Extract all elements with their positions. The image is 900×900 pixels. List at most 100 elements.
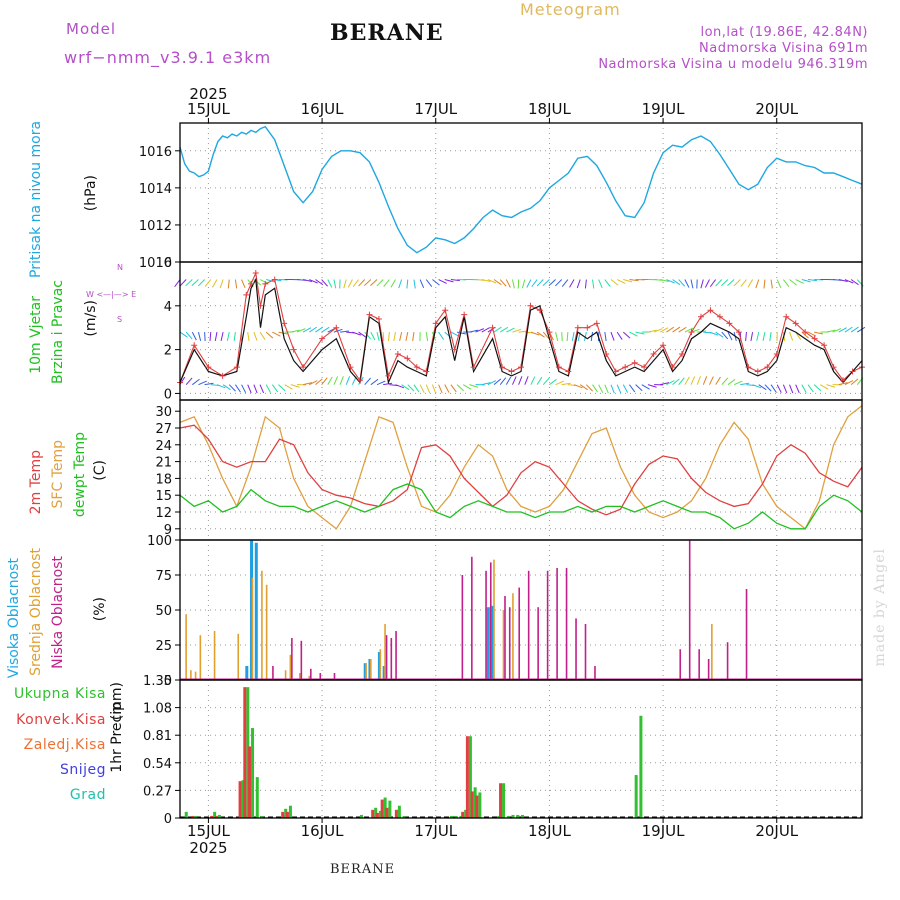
cloud-bar <box>199 635 202 680</box>
y-tick-label: 25 <box>155 639 172 654</box>
wind-arrow <box>216 384 226 389</box>
wind-arrow <box>518 376 523 385</box>
cloud-bar <box>185 614 187 680</box>
wind-arrow <box>383 382 393 386</box>
gust-marker <box>205 364 212 371</box>
wind-arrow <box>826 384 836 388</box>
wind-arrow <box>241 279 246 289</box>
wind-arrow <box>573 384 583 389</box>
gust-marker <box>281 320 288 327</box>
wind-arrow <box>610 384 615 394</box>
cloud-bar <box>370 659 372 680</box>
wind-arrow <box>721 331 729 340</box>
cloud-bar <box>365 663 367 680</box>
wind-arrow <box>604 384 609 394</box>
wind-arrow <box>672 326 681 333</box>
wind-arrow <box>347 279 353 288</box>
wind-arrow <box>204 279 212 287</box>
gust-marker <box>375 315 382 322</box>
wind-arrow <box>576 279 581 289</box>
cloud-bar <box>508 607 511 680</box>
wind-arrow <box>383 279 390 287</box>
cloud-bar <box>471 556 473 680</box>
bottom-day-label: 20JUL <box>755 822 798 840</box>
wind-arrow <box>382 332 385 342</box>
total-rain-bar <box>473 787 477 818</box>
wind-dir-s: S <box>117 315 123 324</box>
wind-arrow <box>352 279 359 288</box>
y-tick-label: 12 <box>155 506 172 521</box>
top-day-label: 19JUL <box>642 100 685 118</box>
total-rain-bar <box>468 736 472 818</box>
wind-arrow <box>395 384 405 389</box>
total-rain-bar <box>184 811 188 818</box>
wind-arrow <box>303 382 313 386</box>
wind-arrow <box>505 279 511 288</box>
wind-arrow <box>776 384 782 393</box>
gust-marker <box>802 329 809 336</box>
cloud-bar <box>379 649 382 680</box>
legend-hail: Grad <box>69 787 106 803</box>
wind-arrow <box>727 378 736 386</box>
cloud-bar <box>461 575 464 680</box>
wind-arrow <box>755 279 760 289</box>
wind-arrow <box>598 279 603 289</box>
wind-arrow <box>204 382 214 386</box>
wind-arrow <box>542 279 550 287</box>
wind-panel: 0 2 4 6 <box>164 256 866 402</box>
cloud-bar <box>300 640 303 680</box>
wind-arrow <box>456 384 464 392</box>
gust-marker <box>650 351 657 357</box>
wind-arrow <box>296 328 306 333</box>
wind-arrow <box>715 376 721 385</box>
cloud-bar <box>518 587 520 680</box>
wind-arrow <box>745 332 747 342</box>
legend-snow: Snijeg <box>59 762 106 778</box>
wind-arrow <box>583 331 587 341</box>
wind-arrow <box>536 331 545 338</box>
gust-marker <box>688 329 695 336</box>
wind-arrow <box>590 332 594 342</box>
top-day-label: 18JUL <box>528 100 571 118</box>
gust-marker <box>830 364 837 371</box>
wind-arrow <box>290 329 300 333</box>
wind-arrow <box>592 384 598 393</box>
wind-arrow <box>505 376 512 385</box>
cloud-bar <box>299 673 301 680</box>
model-name: wrf−nmm_v3.9.1 e3km <box>64 48 272 67</box>
y-tick-label: 2 <box>164 344 172 359</box>
model-label: Model <box>66 20 117 38</box>
wind-arrow <box>302 327 312 333</box>
wind-arrow <box>524 376 529 385</box>
cloud-bar <box>584 624 587 680</box>
cloud-bar <box>546 570 549 680</box>
conv-rain-bar <box>394 809 398 818</box>
gust-marker <box>707 307 714 314</box>
wind-arrow <box>526 279 532 288</box>
wind-arrow <box>844 279 854 284</box>
cloud-bar <box>250 540 254 680</box>
total-rain-bar <box>374 807 378 818</box>
wind-arrow <box>776 279 782 289</box>
y-tick-label: 30 <box>155 405 172 420</box>
gust-marker <box>290 346 297 353</box>
legend-frz-rain: Zaledj.Kisa <box>23 737 106 753</box>
cloud-bar <box>190 670 192 680</box>
cloud-bar <box>556 568 558 680</box>
wind-arrow <box>832 328 842 333</box>
conv-rain-bar <box>499 783 503 818</box>
bottom-day-label: 16JUL <box>301 822 344 840</box>
total-rain-bar <box>213 811 217 818</box>
wind-arrow <box>198 380 207 386</box>
gust-marker <box>612 368 619 375</box>
gust-marker <box>413 364 420 371</box>
wind-arrow <box>555 380 565 386</box>
wind-arrow <box>850 279 859 286</box>
wind-arrow <box>259 331 266 340</box>
gust-marker <box>252 269 259 276</box>
wind-arrow <box>750 332 754 342</box>
conv-rain-bar <box>461 811 465 818</box>
wind-arrow <box>241 384 247 393</box>
wind-arrow <box>259 384 265 394</box>
wind-arrow <box>444 384 450 393</box>
